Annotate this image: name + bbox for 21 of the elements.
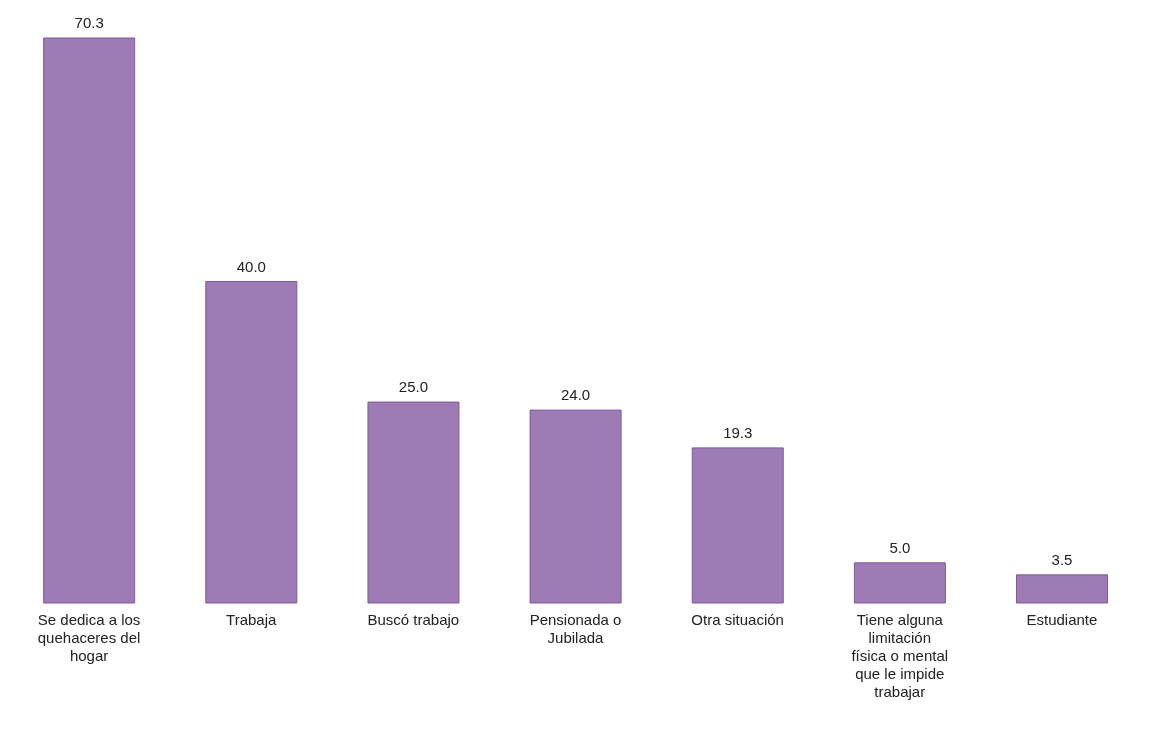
bar <box>205 281 298 604</box>
x-tick-label: Otra situación <box>691 611 784 628</box>
data-label: 25.0 <box>398 378 429 396</box>
data-label: 3.5 <box>1051 550 1073 568</box>
x-tick-label: Se dedica a los quehaceres del hogar <box>37 611 141 664</box>
bar <box>853 562 946 604</box>
data-label: 40.0 <box>236 257 266 275</box>
x-tick-label: Trabaja <box>226 611 278 628</box>
x-tick-label: Tiene alguna limitación física o mental que le impide trabajar <box>851 611 949 700</box>
bar <box>43 37 136 604</box>
data-label: 24.0 <box>561 386 591 404</box>
bar <box>367 401 460 604</box>
bar <box>691 447 784 604</box>
x-tick-label: Pensionada o Jubilada <box>529 611 622 646</box>
x-tick-label: Estudiante <box>1026 611 1098 628</box>
bar <box>529 409 622 604</box>
data-label: 70.3 <box>74 14 104 31</box>
data-label: 5.0 <box>889 538 911 556</box>
data-label: 19.3 <box>723 423 753 441</box>
x-tick-label: Buscó trabajo <box>367 611 460 628</box>
bar <box>1016 574 1109 604</box>
